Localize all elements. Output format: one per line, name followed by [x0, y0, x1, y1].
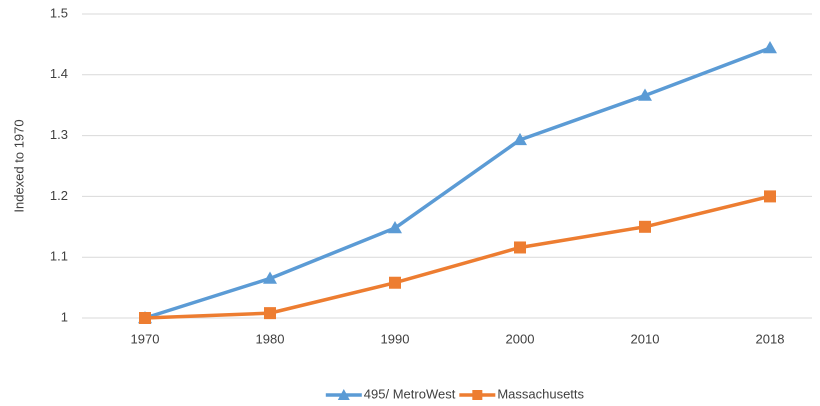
x-tick-label: 2000 [506, 331, 535, 346]
legend-marker [337, 389, 350, 400]
x-tick-label: 1970 [131, 331, 160, 346]
data-point [139, 312, 151, 324]
data-point [264, 307, 276, 320]
x-tick-label: 2018 [756, 331, 785, 346]
y-tick-label: 1.2 [50, 188, 68, 203]
data-point [639, 220, 651, 233]
y-tick-label: 1.3 [50, 127, 68, 142]
series-line [144, 46, 771, 320]
y-axis-title: Indexed to 1970 [11, 119, 26, 212]
data-point [263, 271, 277, 284]
y-tick-label: 1.1 [50, 249, 68, 264]
series-line [144, 194, 771, 320]
data-point [514, 241, 526, 254]
y-tick-label: 1.5 [50, 5, 68, 20]
data-point [388, 221, 402, 234]
data-point [763, 41, 777, 54]
legend-label: 495/ MetroWest [364, 386, 456, 401]
data-point [513, 132, 527, 146]
legend-marker [472, 390, 483, 400]
x-tick-label: 2010 [631, 331, 660, 346]
data-point [389, 276, 401, 289]
data-point [764, 190, 776, 203]
x-tick-label: 1990 [381, 331, 410, 346]
data-point [638, 88, 652, 101]
legend-label: Massachusetts [497, 386, 584, 401]
y-tick-label: 1.4 [50, 66, 68, 81]
y-tick-label: 1 [61, 309, 68, 324]
x-tick-label: 1980 [256, 331, 285, 346]
